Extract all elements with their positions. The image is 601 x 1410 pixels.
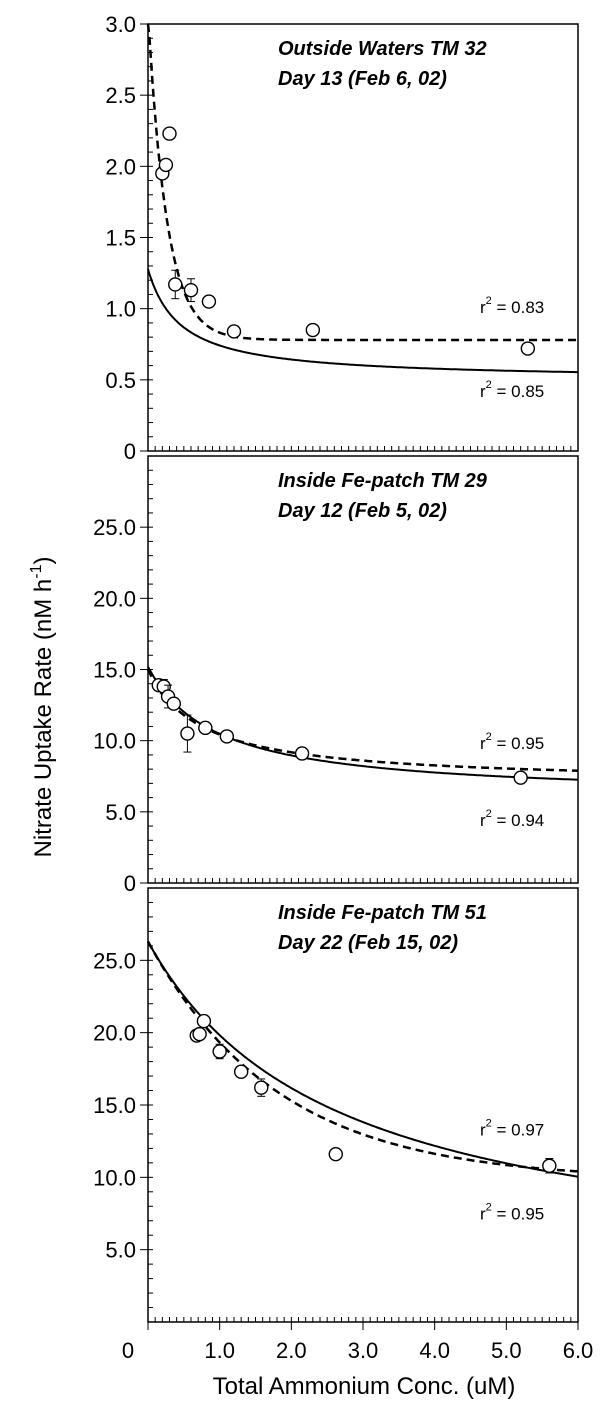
panel-1: 0 0.5 1.0 1.5 2.0 2.5 3.0 r2 = 0.83 r2 = 0.85 Out… (105, 12, 579, 464)
data-point (219, 729, 235, 744)
data-point (196, 1013, 212, 1029)
data-point (201, 294, 217, 309)
x-tick-label: 1.0 (204, 1338, 235, 1363)
data-point (520, 341, 536, 356)
y-tick-label: 15.0 (93, 1093, 136, 1118)
r-squared-label: r2 = 0.95 (480, 731, 544, 753)
x-axis-label: Total Ammonium Conc. (uM) (213, 1373, 516, 1400)
y-tick-label: 0 (124, 439, 136, 464)
panel-3: 5.0 10.0 15.0 20.0 25.0 0 1.0 2.0 3.0 4.0 5.0 6.0 r2… (93, 887, 594, 1363)
solid-fit-curve (147, 268, 578, 374)
y-axis-label-text: Nitrate Uptake Rate (nM h-1) (28, 556, 57, 857)
r-squared-label: r2 = 0.94 (480, 808, 544, 830)
y-tick-label: 3.0 (105, 12, 136, 37)
data-point (183, 282, 199, 298)
data-point (542, 1158, 557, 1173)
y-tick-label: 10.0 (93, 1165, 136, 1190)
panel-title: Outside Waters TM 32 (278, 38, 487, 60)
r-squared-label: r2 = 0.85 (480, 379, 544, 401)
y-tick-label: 2.5 (105, 83, 136, 108)
y-tick-label: 0.5 (105, 368, 136, 393)
r-squared-label: r2 = 0.97 (480, 1117, 544, 1139)
data-point (192, 1026, 207, 1042)
x-tick-label: 5.0 (491, 1338, 522, 1363)
data-point (513, 770, 528, 785)
y-tick-label: 2.0 (105, 154, 136, 179)
x-tick-label: 6.0 (563, 1338, 594, 1363)
x-tick-label: 3.0 (348, 1338, 379, 1363)
data-point (328, 1146, 343, 1162)
data-point (254, 1080, 269, 1095)
r-squared-label: r2 = 0.95 (480, 1201, 544, 1223)
panel-title: Day 22 (Feb 15, 02) (278, 932, 458, 954)
dashed-fit-curve (146, 940, 579, 1173)
y-tick-label: 15.0 (93, 658, 136, 683)
data-point (158, 157, 174, 173)
y-tick-label: 20.0 (93, 586, 136, 611)
x-tick-label: 2.0 (276, 1338, 307, 1363)
y-tick-label: 5.0 (105, 800, 136, 825)
x-tick-label: 4.0 (419, 1338, 450, 1363)
y-tick-label: 25.0 (93, 948, 136, 973)
x-tick-label: 0 (122, 1338, 134, 1363)
y-tick-label: 20.0 (93, 1021, 136, 1046)
panel-title: Inside Fe-patch TM 51 (278, 902, 487, 924)
data-point (168, 277, 183, 292)
y-tick-label: 10.0 (93, 729, 136, 754)
y-tick-label: 1.0 (105, 297, 136, 322)
panel-title: Day 13 (Feb 6, 02) (278, 68, 447, 90)
panels: 0 0.5 1.0 1.5 2.0 2.5 3.0 r2 = 0.83 r2 = 0.85 Out… (93, 12, 593, 1363)
panel-title: Day 12 (Feb 5, 02) (278, 500, 447, 522)
y-tick-label: 5.0 (105, 1238, 136, 1263)
data-point (162, 126, 177, 141)
solid-fit-curve (147, 666, 579, 781)
panel-title: Inside Fe-patch TM 29 (278, 470, 488, 492)
y-tick-label: 25.0 (93, 515, 136, 540)
data-point (233, 1064, 249, 1079)
data-point (294, 746, 310, 761)
panel-2: 0 5.0 10.0 15.0 20.0 25.0 r2 = 0.95 r2 = 0.94 In… (93, 455, 579, 896)
data-point (180, 726, 195, 741)
y-tick-label: 1.5 (105, 226, 136, 251)
y-axis-label: Nitrate Uptake Rate (nM h-1) (28, 556, 57, 857)
data-point (166, 696, 182, 711)
dashed-fit-curve (146, 668, 578, 772)
data-point (305, 322, 321, 338)
r-squared-label: r2 = 0.83 (480, 295, 544, 317)
data-point (226, 324, 242, 339)
dashed-fit-curve (146, 23, 578, 342)
solid-fit-curve (147, 941, 579, 1178)
data-point (198, 720, 213, 736)
data-point (212, 1044, 227, 1059)
y-tick-label: 0 (124, 871, 136, 896)
